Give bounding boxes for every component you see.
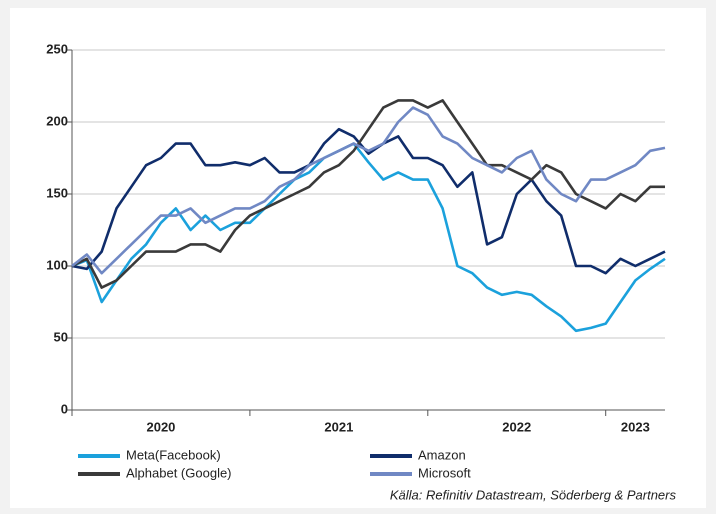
legend-label: Microsoft xyxy=(418,465,471,480)
x-tick-label: 2020 xyxy=(146,419,175,434)
y-tick-label: 150 xyxy=(46,185,68,200)
y-tick-label: 0 xyxy=(61,401,68,416)
y-tick-label: 250 xyxy=(46,41,68,56)
card xyxy=(10,8,706,508)
series-line xyxy=(71,142,666,333)
series-line xyxy=(71,127,666,275)
legend-label: Amazon xyxy=(418,447,466,462)
series-line xyxy=(71,106,666,275)
y-tick-label: 50 xyxy=(54,329,68,344)
x-tick-label: 2023 xyxy=(621,419,650,434)
y-tick-label: 100 xyxy=(46,257,68,272)
y-tick-label: 200 xyxy=(46,113,68,128)
legend-label: Meta(Facebook) xyxy=(126,447,221,462)
series-line xyxy=(71,99,665,289)
x-tick-label: 2022 xyxy=(502,419,531,434)
source-note: Källa: Refinitiv Datastream, Söderberg &… xyxy=(390,487,677,502)
legend-label: Alphabet (Google) xyxy=(126,465,232,480)
x-tick-label: 2021 xyxy=(324,419,353,434)
